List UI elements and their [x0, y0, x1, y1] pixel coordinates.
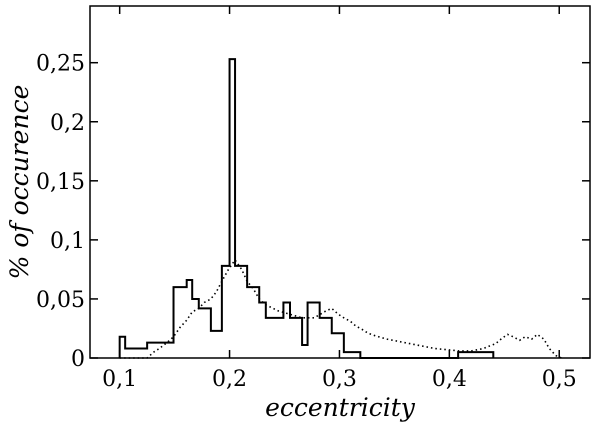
- dotted-data-point: [216, 291, 217, 292]
- solid-series: [118, 58, 495, 359]
- x-tick-label: 0,1: [102, 367, 137, 392]
- dotted-data-point: [326, 310, 327, 311]
- histogram-bin: [326, 318, 331, 358]
- histogram-bin: [147, 343, 154, 358]
- y-tick-label: 0: [71, 347, 85, 372]
- histogram-bin: [242, 266, 247, 358]
- histogram-bin: [125, 349, 130, 358]
- histogram-bin: [222, 266, 230, 358]
- dotted-data-point: [495, 343, 496, 344]
- histogram-bin: [254, 287, 259, 358]
- histogram-bin: [314, 302, 319, 358]
- histogram-bin: [187, 280, 192, 358]
- histogram-bin: [320, 318, 327, 358]
- histogram-bin: [332, 333, 339, 358]
- dotted-data-point: [410, 343, 411, 344]
- histogram-bin: [295, 318, 302, 358]
- histogram-bin: [266, 318, 271, 358]
- dotted-data-point: [537, 334, 538, 335]
- histogram-bin: [344, 352, 360, 358]
- histogram-bin: [247, 287, 254, 358]
- histogram-bin: [259, 302, 266, 358]
- histogram-bin: [180, 287, 187, 358]
- histogram-bin: [290, 318, 295, 358]
- y-axis-ticks: 0 0,05 0,1 0,15 0,2 0,25: [36, 52, 590, 372]
- x-tick-label: 0,2: [212, 367, 247, 392]
- dotted-data-point: [398, 341, 399, 342]
- histogram-bin: [211, 331, 222, 358]
- dotted-data-point: [483, 348, 484, 349]
- histogram-bin: [120, 337, 125, 358]
- histogram-bin: [204, 308, 211, 358]
- x-tick-label: 0,5: [542, 367, 577, 392]
- x-tick-label: 0,4: [432, 367, 467, 392]
- y-axis-label: % of occurence: [5, 85, 34, 280]
- histogram-bin: [174, 287, 181, 358]
- y-tick-label: 0,1: [50, 229, 85, 254]
- y-tick-label: 0,05: [36, 288, 85, 313]
- histogram-bin: [154, 343, 159, 358]
- histogram-bin: [278, 318, 283, 358]
- x-tick-label: 0,3: [322, 367, 357, 392]
- histogram-bin: [338, 333, 343, 358]
- dotted-data-point: [210, 298, 211, 299]
- plot-frame: [89, 5, 591, 359]
- x-axis-label: eccentricity: [265, 393, 416, 422]
- dotted-data-point: [447, 349, 448, 350]
- dotted-data-point: [367, 333, 368, 334]
- histogram-step-line: [118, 58, 495, 359]
- histogram-bin: [230, 59, 235, 358]
- x-axis-ticks: 0,1 0,2 0,3 0,4 0,5: [102, 6, 577, 392]
- histogram-bin: [192, 299, 199, 358]
- dotted-data-point: [525, 336, 526, 337]
- histogram-bin: [142, 349, 147, 358]
- histogram-bin: [159, 343, 173, 358]
- histogram-bin: [199, 308, 204, 358]
- dotted-data-point: [355, 326, 356, 327]
- series-layer: [118, 58, 562, 359]
- histogram-bin: [271, 318, 278, 358]
- y-tick-label: 0,15: [36, 170, 85, 195]
- histogram-bin: [131, 349, 142, 358]
- dotted-data-point: [543, 339, 544, 340]
- histogram-bin: [302, 345, 307, 358]
- y-tick-label: 0,2: [50, 111, 85, 136]
- histogram-bin: [235, 266, 242, 358]
- y-tick-label: 0,25: [36, 52, 85, 77]
- dotted-data-point: [331, 308, 332, 309]
- histogram-bin: [458, 352, 493, 358]
- dotted-data-point: [338, 314, 339, 315]
- histogram-bin: [308, 302, 315, 358]
- histogram-bin: [283, 302, 290, 358]
